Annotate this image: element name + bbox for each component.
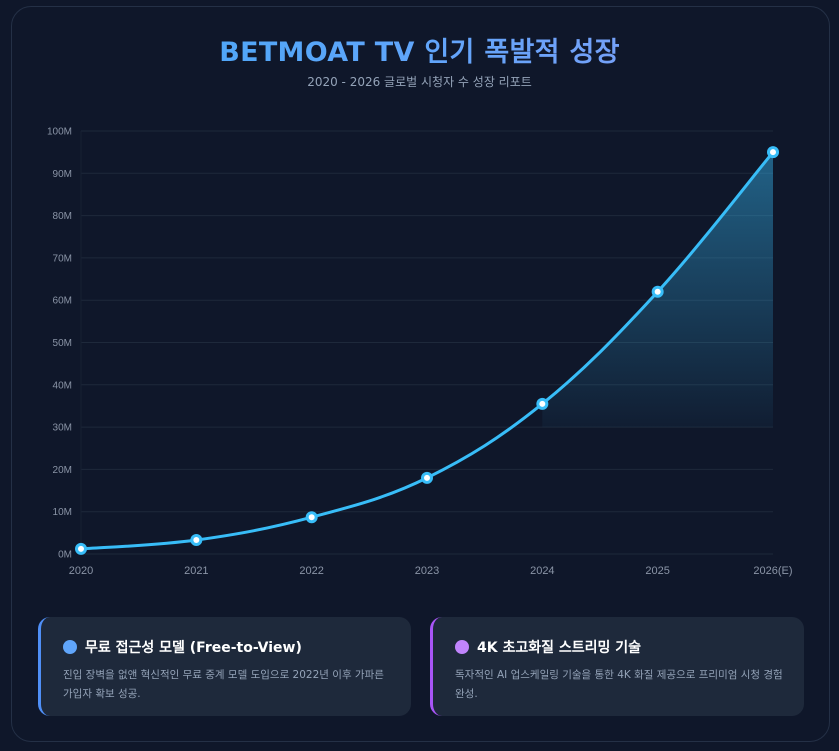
y-tick-label: 0M — [58, 550, 72, 561]
x-tick-label: 2023 — [415, 565, 439, 577]
y-tick-label: 100M — [47, 127, 72, 138]
purple-dot-icon — [455, 640, 469, 654]
y-axis: 0M 10M 20M 30M 40M 50M 60M 70M 80M 90M 100M — [47, 127, 72, 561]
card-title: 무료 접근성 모델 (Free-to-View) — [85, 640, 302, 656]
x-axis: 2020 2021 2022 2023 2024 2025 2026(E) — [69, 565, 793, 577]
x-tick-label: 2025 — [645, 565, 669, 577]
y-tick-label: 50M — [53, 338, 72, 349]
x-tick-label: 2022 — [299, 565, 323, 577]
y-tick-label: 60M — [53, 296, 72, 307]
card-title: 4K 초고화질 스트리밍 기술 — [477, 640, 642, 656]
area-fill — [542, 152, 773, 428]
page-title: BETMOAT TV 인기 폭발적 성장 — [0, 30, 839, 69]
x-tick-label: 2020 — [69, 565, 93, 577]
y-tick-label: 10M — [53, 507, 72, 518]
x-tick-label: 2024 — [530, 565, 554, 577]
data-points — [75, 146, 779, 555]
y-tick-label: 40M — [53, 380, 72, 391]
feature-card-free-to-view: 무료 접근성 모델 (Free-to-View) 진입 장벽을 없앤 혁신적인 … — [38, 617, 411, 716]
y-tick-label: 80M — [53, 211, 72, 222]
x-tick-label: 2021 — [184, 565, 208, 577]
y-tick-label: 90M — [53, 169, 72, 180]
y-tick-label: 30M — [53, 423, 72, 434]
x-tick-label: 2026(E) — [753, 565, 792, 577]
y-tick-label: 20M — [53, 465, 72, 476]
card-description: 진입 장벽을 없앤 혁신적인 무료 중계 모델 도입으로 2022년 이후 가파… — [63, 669, 384, 700]
blue-dot-icon — [63, 640, 77, 654]
y-tick-label: 70M — [53, 253, 72, 264]
page-subtitle: 2020 - 2026 글로벌 시청자 수 성장 리포트 — [307, 75, 532, 89]
feature-card-4k-streaming: 4K 초고화질 스트리밍 기술 독자적인 AI 업스케일링 기술을 통한 4K … — [430, 617, 804, 716]
card-description: 독자적인 AI 업스케일링 기술을 통한 4K 화질 제공으로 프리미엄 시청 … — [455, 669, 783, 700]
